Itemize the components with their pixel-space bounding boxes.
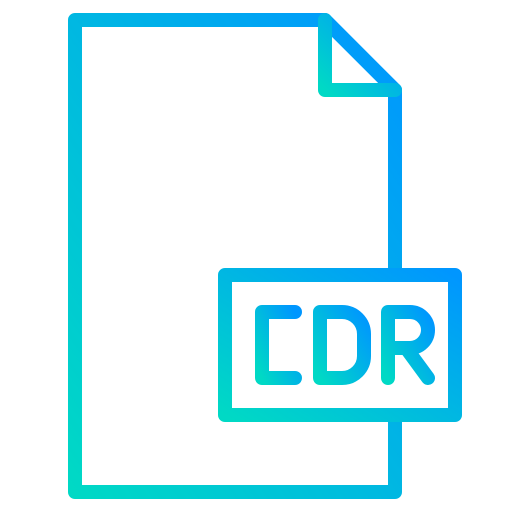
cdr-file-icon bbox=[0, 0, 512, 512]
letter-d bbox=[320, 312, 364, 378]
letter-r bbox=[388, 312, 428, 378]
letter-c bbox=[262, 312, 295, 378]
